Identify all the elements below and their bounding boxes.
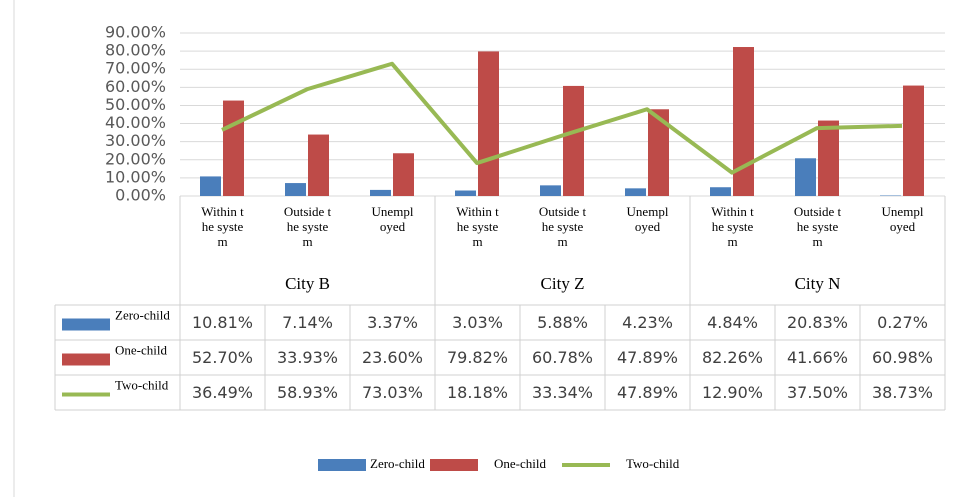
table-legend-key [62, 318, 110, 331]
category-label: Unemployed [371, 204, 414, 234]
category-label: Unemployed [626, 204, 669, 234]
legend-key [430, 459, 478, 471]
bar [223, 100, 244, 196]
legend-label: Two-child [626, 456, 680, 471]
bar [795, 158, 816, 196]
y-tick-label: 70.00% [105, 59, 166, 78]
y-tick-label: 30.00% [105, 131, 166, 150]
y-tick-label: 10.00% [105, 167, 166, 186]
bar [200, 176, 221, 196]
table-cell: 20.83% [787, 313, 848, 332]
legend-label: One-child [494, 456, 546, 471]
table-cell: 3.37% [367, 313, 418, 332]
category-label-box: Unemployed [626, 204, 669, 234]
bar [478, 51, 499, 197]
bar [625, 188, 646, 196]
y-tick-label: 60.00% [105, 77, 166, 96]
series-name: Zero-child [115, 307, 170, 322]
line [221, 61, 903, 175]
bar [818, 120, 839, 196]
category-label-box: Unemployed [371, 204, 414, 234]
series-name: One-child [115, 342, 167, 357]
category-label: Outside the system [793, 204, 842, 249]
legend-key [318, 459, 366, 471]
bar [393, 153, 414, 196]
bar [370, 189, 391, 196]
bar [540, 185, 561, 196]
series-name: Two-child [115, 377, 169, 392]
table-cell: 12.90% [702, 383, 763, 402]
table-cell: 18.18% [447, 383, 508, 402]
category-label: Unemployed [881, 204, 924, 234]
bar [455, 190, 476, 196]
table-cell: 0.27% [877, 313, 928, 332]
table-cell: 41.66% [787, 348, 848, 367]
category-label: Outside the system [538, 204, 587, 249]
bar [285, 183, 306, 196]
category-label-box: Within the system [456, 204, 499, 249]
category-label: Within the system [456, 204, 499, 249]
y-tick-label: 40.00% [105, 113, 166, 132]
bar [563, 85, 584, 196]
category-label-box: Outside the system [793, 204, 842, 249]
bar [733, 47, 754, 196]
table-cell: 79.82% [447, 348, 508, 367]
category-label: Within the system [201, 204, 244, 249]
bar [648, 109, 669, 196]
bar [903, 85, 924, 196]
group-label: City N [795, 274, 841, 293]
y-tick-label: 90.00% [105, 23, 166, 42]
table-cell: 60.98% [872, 348, 933, 367]
category-label: Within the system [711, 204, 754, 249]
bar [710, 187, 731, 196]
table-cell: 60.78% [532, 348, 593, 367]
table-cell: 10.81% [192, 313, 253, 332]
category-label-box: Outside the system [283, 204, 332, 249]
category-label-box: Outside the system [538, 204, 587, 249]
table-cell: 7.14% [282, 313, 333, 332]
table-cell: 33.34% [532, 383, 593, 402]
legend-label: Zero-child [370, 456, 425, 471]
y-tick-label: 50.00% [105, 95, 166, 114]
group-label: City B [285, 274, 330, 293]
table-cell: 4.84% [707, 313, 758, 332]
table-cell: 5.88% [537, 313, 588, 332]
table-cell: 38.73% [872, 383, 933, 402]
table-cell: 23.60% [362, 348, 423, 367]
table-cell: 73.03% [362, 383, 423, 402]
table-cell: 3.03% [452, 313, 503, 332]
table-cell: 37.50% [787, 383, 848, 402]
table-cell: 36.49% [192, 383, 253, 402]
table-cell: 82.26% [702, 348, 763, 367]
table-cell: 58.93% [277, 383, 338, 402]
table-cell: 33.93% [277, 348, 338, 367]
y-tick-label: 80.00% [105, 41, 166, 60]
table-legend-key [62, 353, 110, 366]
y-tick-label: 20.00% [105, 149, 166, 168]
table-cell: 52.70% [192, 348, 253, 367]
table-cell: 47.89% [617, 383, 678, 402]
group-label: City Z [541, 274, 585, 293]
table-cell: 47.89% [617, 348, 678, 367]
table-cell: 4.23% [622, 313, 673, 332]
category-label-box: Within the system [711, 204, 754, 249]
bar [308, 134, 329, 196]
category-label: Outside the system [283, 204, 332, 249]
category-label-box: Unemployed [881, 204, 924, 234]
category-label-box: Within the system [201, 204, 244, 249]
y-tick-label: 0.00% [115, 186, 166, 205]
